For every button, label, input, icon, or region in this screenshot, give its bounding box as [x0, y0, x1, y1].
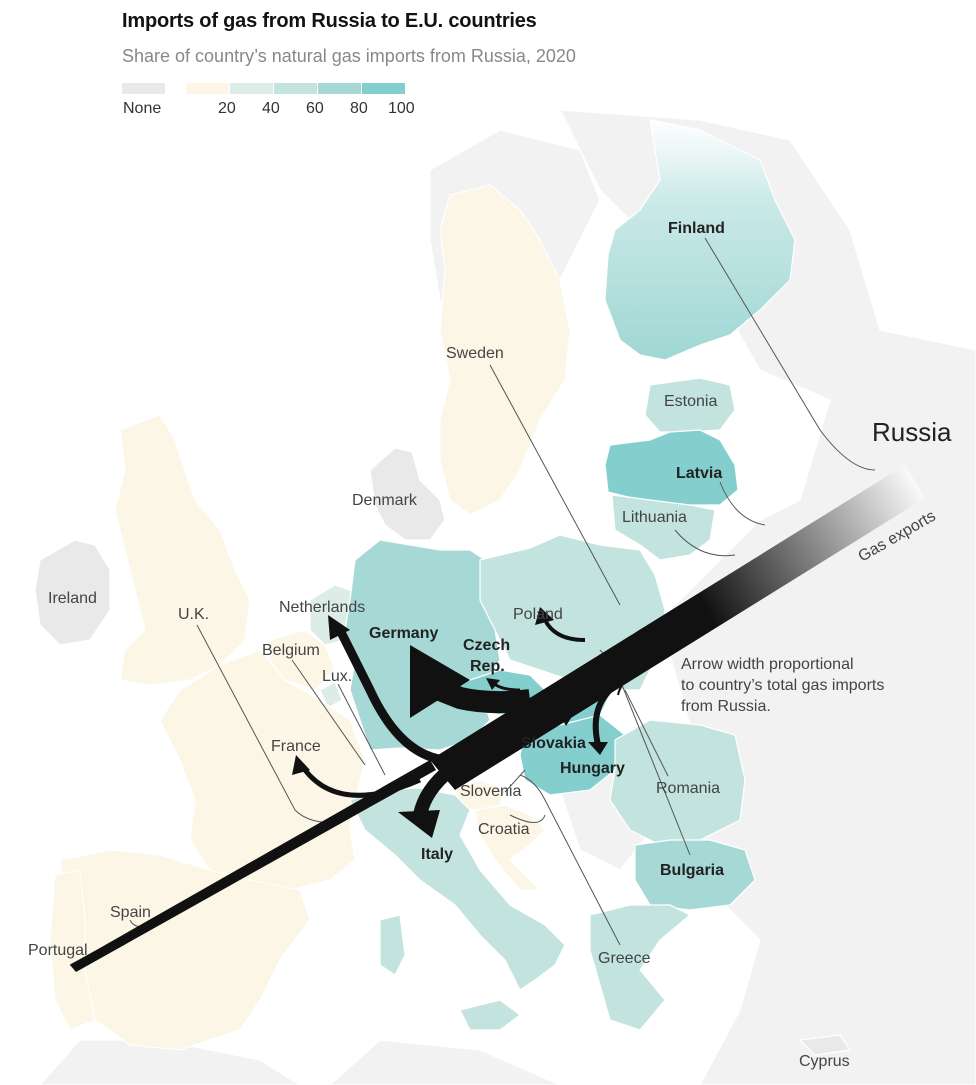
flow-arrow-poland [543, 619, 586, 642]
pipeline [70, 465, 925, 972]
flow-arrowhead-france [292, 755, 310, 775]
label-spain: Spain [110, 904, 151, 921]
legend-tick-60: 60 [306, 100, 324, 117]
label-ireland: Ireland [48, 590, 97, 607]
label-czech-line1: Czech [463, 637, 510, 654]
label-netherlands: Netherlands [279, 599, 365, 616]
label-cyprus: Cyprus [799, 1053, 850, 1070]
flow-arrow-netherlands [335, 627, 446, 765]
legend-swatch-60-80 [318, 83, 361, 94]
label-denmark: Denmark [352, 492, 418, 509]
flow-arrow-france [303, 768, 422, 798]
leader-latvia [719, 481, 766, 526]
note-line-1: Arrow width proportional [681, 656, 854, 673]
country-uk[interactable] [114, 414, 251, 686]
legend-swatch-80-100 [362, 83, 405, 94]
country-sicily[interactable] [459, 999, 521, 1031]
country-ireland[interactable] [34, 539, 111, 646]
leader-slovenia [504, 769, 526, 793]
label-luxembourg: Lux. [322, 668, 352, 685]
leader-finland [704, 237, 876, 471]
flow-arrowhead-italy [398, 810, 440, 838]
label-croatia: Croatia [478, 821, 530, 838]
map-subtitle: Share of country’s natural gas imports f… [122, 46, 576, 66]
country-estonia[interactable] [644, 377, 736, 433]
label-germany: Germany [369, 625, 438, 642]
legend-tick-80: 80 [350, 100, 368, 117]
color-legend: None 20 40 60 80 100 [122, 83, 422, 123]
width-note: Arrow width proportional to country’s to… [681, 656, 884, 715]
country-denmark[interactable] [369, 447, 446, 541]
pipeline-main-band [430, 465, 925, 790]
flow-arrow-romania [617, 675, 631, 696]
country-portugal[interactable] [49, 869, 96, 1031]
label-portugal: Portugal [28, 942, 88, 959]
flow-arrowhead-poland [535, 607, 554, 625]
leader-romania [624, 689, 669, 777]
label-uk: U.K. [178, 606, 209, 623]
flow-arrow-hungary [592, 687, 613, 746]
flow-arrow-italy [413, 764, 455, 817]
country-luxembourg[interactable] [319, 681, 343, 709]
flow-arrow-germany [435, 679, 532, 714]
label-lithuania: Lithuania [622, 509, 687, 526]
legend-swatch-20-40 [230, 83, 273, 94]
legend-swatch-0-20 [186, 83, 229, 94]
country-sardinia[interactable] [379, 914, 406, 976]
legend-tick-100: 100 [388, 100, 415, 117]
country-bulgaria[interactable] [634, 839, 756, 911]
leader-sweden [489, 364, 621, 606]
flow-arrowhead-germany [410, 645, 470, 718]
country-belgium[interactable] [269, 629, 336, 691]
label-estonia: Estonia [664, 393, 717, 410]
legend-tick-20: 20 [218, 100, 236, 117]
note-line-2: to country’s total gas imports [681, 677, 884, 694]
label-italy: Italy [421, 846, 453, 863]
label-finland: Finland [668, 220, 725, 237]
country-labels: Finland Sweden Estonia Latvia Lithuania … [28, 220, 850, 1070]
leader-belgium [291, 659, 366, 766]
country-italy[interactable] [349, 787, 566, 991]
note-line-3: from Russia. [681, 698, 771, 715]
label-france: France [271, 738, 321, 755]
legend-tick-40: 40 [262, 100, 280, 117]
label-czech-line2: Rep. [470, 658, 505, 675]
flow-arrowhead-netherlands [328, 615, 350, 640]
label-hungary: Hungary [560, 760, 625, 777]
label-bulgaria: Bulgaria [660, 862, 724, 879]
label-russia: Russia [872, 417, 952, 447]
label-czech: Czech Rep. [463, 637, 515, 675]
country-greece[interactable] [589, 904, 692, 1031]
label-belgium: Belgium [262, 642, 320, 659]
legend-swatch-40-60 [274, 83, 317, 94]
label-slovenia: Slovenia [460, 783, 521, 800]
flow-arrow-bulgaria [602, 679, 621, 701]
label-greece: Greece [598, 950, 651, 967]
label-poland: Poland [513, 606, 563, 623]
flow-arrowhead-czech [486, 678, 500, 690]
country-latvia[interactable] [604, 429, 739, 506]
country-finland[interactable] [604, 119, 796, 361]
leader-croatia [509, 814, 546, 823]
map-title: Imports of gas from Russia to E.U. count… [122, 10, 537, 32]
leader-lux [337, 683, 386, 776]
leader-lithuania [674, 529, 736, 557]
legend-none-label: None [123, 100, 162, 117]
label-sweden: Sweden [446, 345, 504, 362]
label-latvia: Latvia [676, 465, 722, 482]
flow-arrows [292, 607, 631, 838]
legend-swatch-none [122, 83, 165, 94]
country-sweden[interactable] [439, 184, 571, 516]
leader-greece [519, 774, 621, 946]
flow-arrowhead-slovakia [562, 718, 571, 726]
pipeline-thin-tail [70, 760, 436, 972]
country-romania[interactable] [609, 719, 746, 846]
country-cyprus[interactable] [798, 1034, 852, 1056]
label-slovakia: Slovakia [521, 735, 586, 752]
label-romania: Romania [656, 780, 720, 797]
flow-arrowhead-hungary [588, 742, 608, 755]
country-croatia[interactable] [474, 804, 546, 891]
